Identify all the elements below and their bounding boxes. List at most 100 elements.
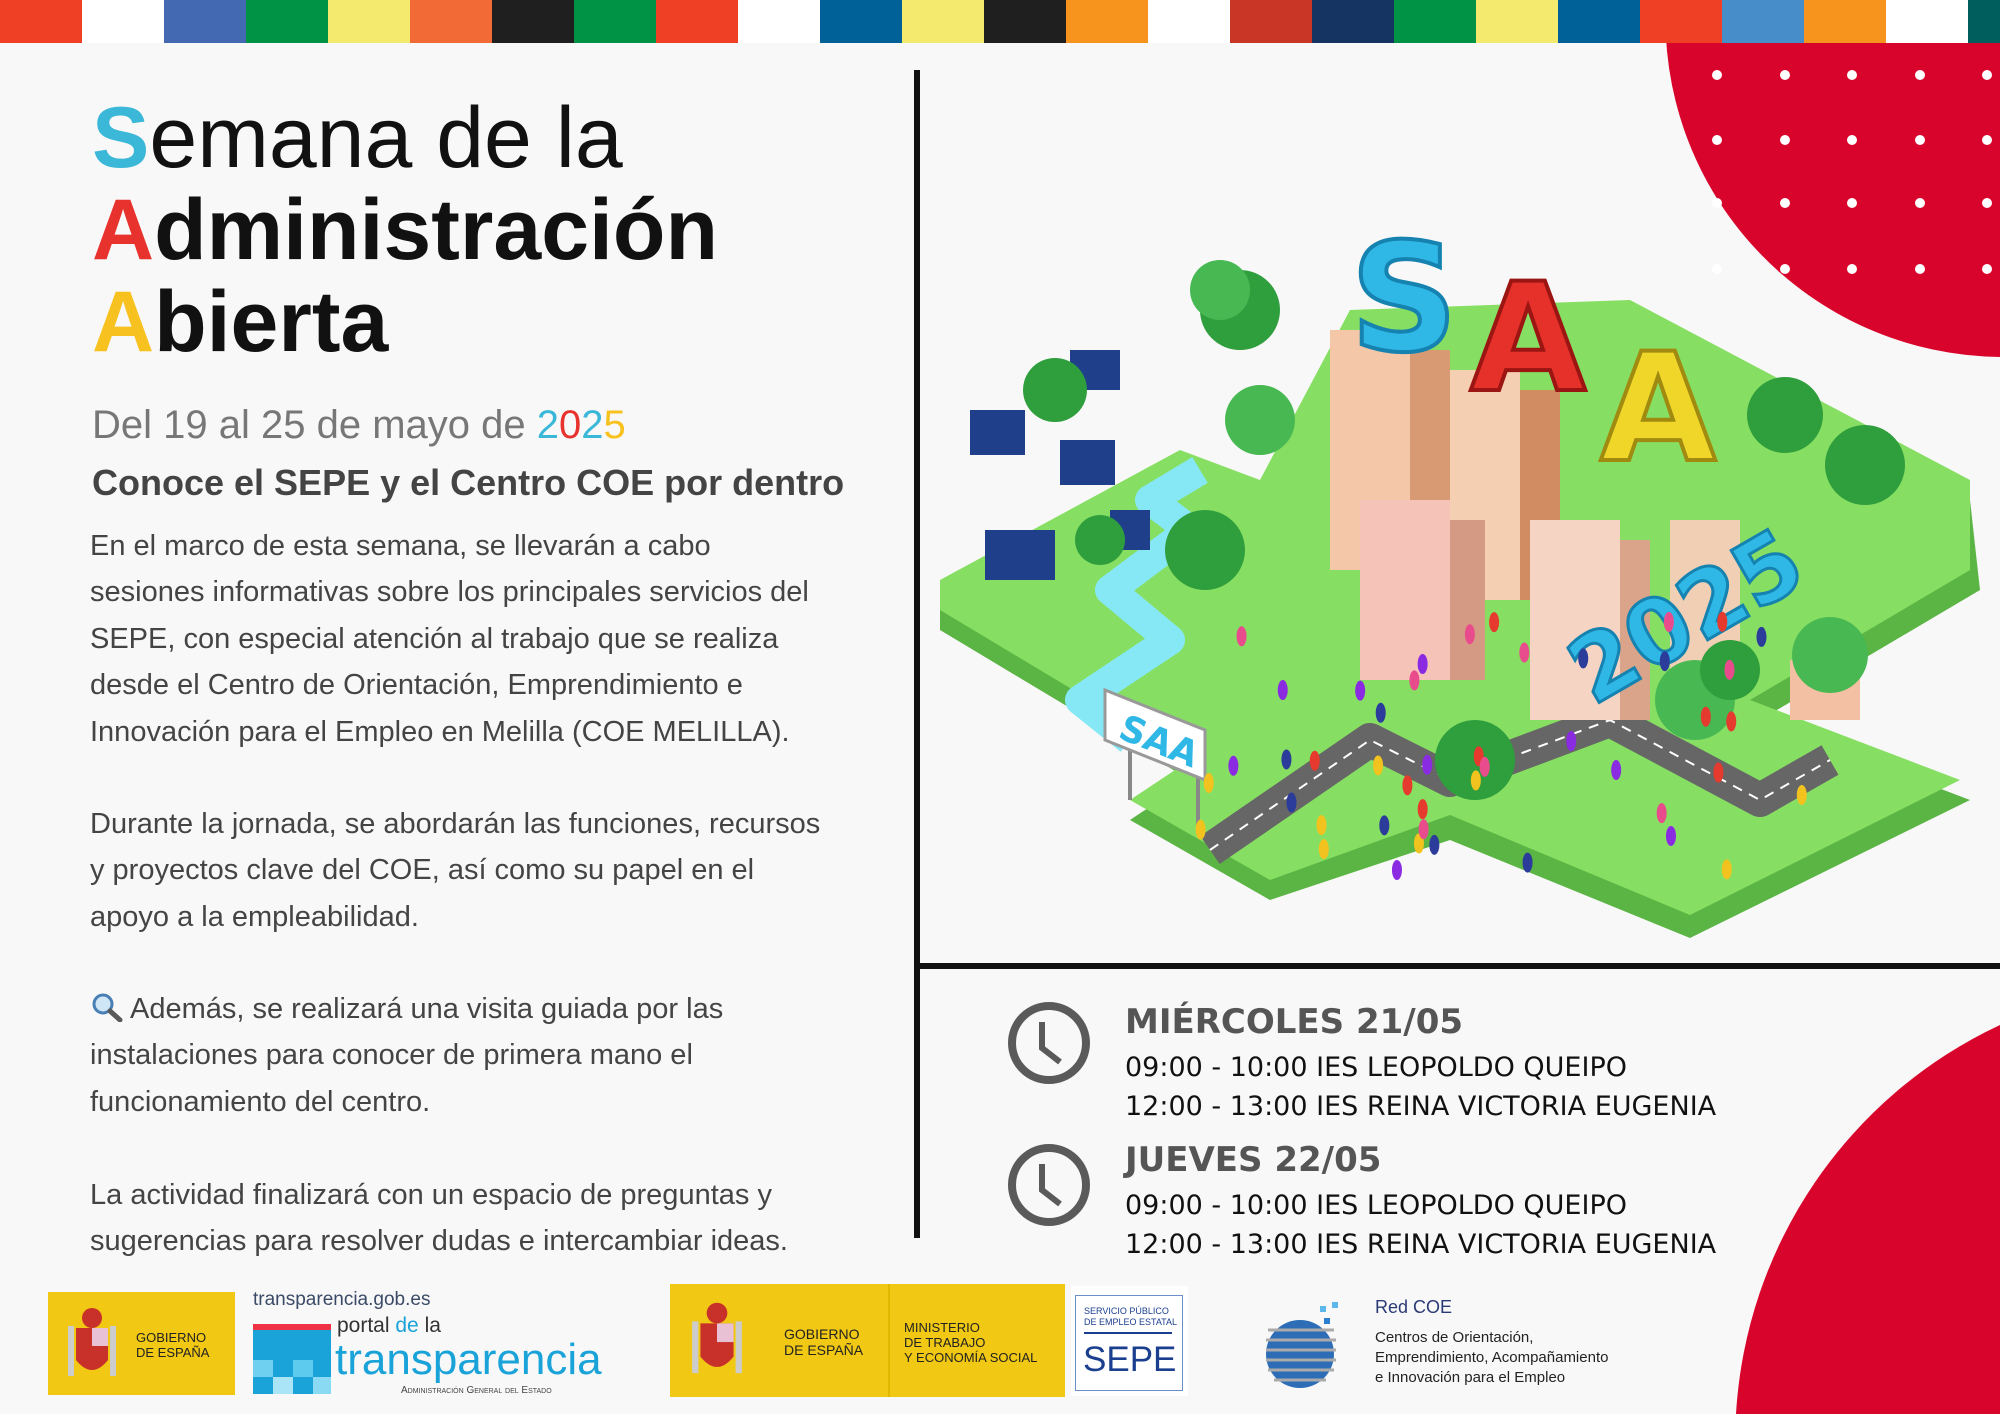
logo-text: Centros de Orientación,: [1375, 1329, 1534, 1346]
transparencia-mosaic-icon: [253, 1324, 331, 1394]
paragraph-4: La actividad finalizará con un espacio d…: [90, 1172, 788, 1265]
title-text: bierta: [154, 274, 389, 370]
person: [1236, 626, 1247, 647]
dot: [1915, 264, 1925, 274]
logo-url: transparencia.gob.es: [253, 1289, 431, 1310]
dot: [1982, 135, 1992, 145]
horizontal-divider: [918, 963, 2000, 969]
coat-of-arms-icon: [692, 1302, 742, 1374]
letter-a: A: [1470, 252, 1586, 426]
year-digit: 2: [536, 403, 559, 447]
dot: [1847, 264, 1857, 274]
person: [1756, 626, 1767, 647]
dot: [1712, 70, 1722, 80]
schedule-slot: 09:00 - 10:00 IES LEOPOLDO QUEIPO: [1125, 1052, 1627, 1083]
sepe-logo: SERVICIO PÚBLICO DE EMPLEO ESTATAL SEPE: [1071, 1286, 1188, 1396]
logo-text: MINISTERIO DE TRABAJO Y ECONOMÍA SOCIAL: [904, 1320, 1038, 1365]
gobierno-espana-logo: GOBIERNO DE ESPAÑA: [48, 1292, 235, 1395]
person: [1796, 784, 1807, 805]
person: [1656, 803, 1667, 824]
person: [1375, 702, 1386, 723]
logo-text: SEPE: [1083, 1340, 1177, 1379]
person: [1355, 680, 1366, 701]
buildings: [1330, 330, 1860, 720]
text-line: desde el Centro de Orientación, Emprendi…: [90, 669, 743, 702]
person: [1316, 815, 1327, 836]
person: [1470, 770, 1481, 791]
dot: [1982, 264, 1992, 274]
person: [1726, 711, 1737, 732]
year-digit: 5: [603, 403, 626, 447]
event-dates: Del 19 al 25 de mayo de 2025: [92, 402, 626, 448]
schedule-slot: 12:00 - 13:00 IES REINA VICTORIA EUGENIA: [1125, 1229, 1717, 1260]
person: [1417, 654, 1428, 675]
text-line: sesiones informativas sobre los principa…: [90, 576, 809, 609]
person: [1203, 772, 1214, 793]
person: [1418, 819, 1429, 840]
person: [1413, 833, 1424, 854]
person: [1417, 799, 1428, 820]
title-initial-a: A: [92, 274, 155, 370]
title-line-1: Semana de la: [92, 92, 623, 185]
globe-icon: [1266, 1302, 1338, 1388]
logo-text: GOBIERNO DE ESPAÑA: [136, 1330, 210, 1360]
people: [1195, 611, 1807, 881]
road-markings: [1209, 718, 1831, 851]
dot: [1712, 264, 1722, 274]
logo-text: GOBIERNO DE ESPAÑA: [784, 1326, 864, 1358]
text-line: Además, se realizará una visita guiada p…: [90, 986, 723, 1032]
paragraph-2: Durante la jornada, se abordarán las fun…: [90, 801, 820, 940]
person: [1277, 680, 1288, 701]
logo-text: Emprendimiento, Acompañamiento: [1375, 1349, 1609, 1366]
person: [1281, 749, 1292, 770]
person: [1663, 611, 1674, 632]
person: [1479, 756, 1490, 777]
person: [1195, 819, 1206, 840]
red-coe-logo: Red COE Centros de Orientación, Emprendi…: [1260, 1290, 1680, 1400]
person: [1578, 648, 1589, 669]
schedule-slot: 12:00 - 13:00 IES REINA VICTORIA EUGENIA: [1125, 1091, 1717, 1122]
person: [1228, 755, 1239, 776]
person: [1373, 755, 1384, 776]
logo-text: de: [395, 1314, 425, 1337]
logo-text: portal: [337, 1314, 396, 1337]
sepe-rule: [1084, 1332, 1172, 1334]
dot: [1712, 135, 1722, 145]
year-digit: 0: [558, 403, 582, 447]
text: Además, se realizará una visita guiada p…: [130, 993, 724, 1025]
clock-icon: [1008, 1144, 1090, 1226]
logo-text: transparencia: [335, 1335, 602, 1384]
person: [1422, 754, 1433, 775]
sepe-frame: [1075, 1295, 1183, 1391]
dot: [1847, 70, 1857, 80]
letter-a: A: [1600, 322, 1716, 496]
trees: [1023, 260, 1905, 800]
dot: [1982, 70, 1992, 80]
schedule-day: MIÉRCOLES 21/05: [1125, 1002, 1464, 1042]
dot: [1915, 198, 1925, 208]
title-initial-s: S: [92, 90, 150, 186]
person: [1286, 792, 1297, 813]
person: [1721, 859, 1732, 880]
title-initial-a: A: [92, 182, 155, 278]
person: [1713, 762, 1724, 783]
text-line: Innovación para el Empleo en Melilla (CO…: [90, 715, 790, 748]
text-line: sugerencias para resolver dudas e interc…: [90, 1225, 788, 1258]
logo-divider: [888, 1284, 890, 1397]
coat-of-arms-icon: [68, 1308, 116, 1376]
city-illustration: S A A 2025 SAA: [940, 210, 1980, 938]
person: [1309, 750, 1320, 771]
year-digit: 2: [581, 403, 604, 447]
dot: [1780, 198, 1790, 208]
person: [1489, 612, 1500, 633]
logo-text: SERVICIO PÚBLICO DE EMPLEO ESTATAL: [1084, 1306, 1178, 1327]
person: [1402, 775, 1413, 796]
person: [1717, 611, 1728, 632]
paragraph-1: En el marco de esta semana, se llevarán …: [90, 523, 809, 755]
person: [1522, 852, 1533, 873]
text-line: funcionamiento del centro.: [90, 1085, 431, 1118]
person: [1519, 642, 1530, 663]
person: [1409, 670, 1420, 691]
text-line: En el marco de esta semana, se llevarán …: [90, 530, 711, 562]
